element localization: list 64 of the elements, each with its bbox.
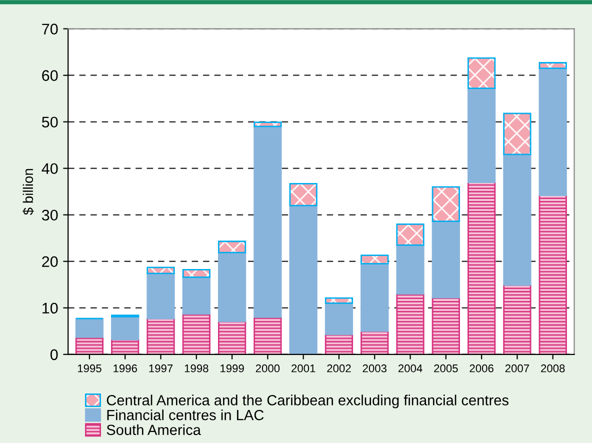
bar bbox=[75, 318, 104, 338]
bar bbox=[396, 244, 424, 295]
bar bbox=[254, 122, 282, 128]
bar bbox=[218, 320, 246, 354]
bar bbox=[360, 330, 389, 354]
x-tick-label: 2004 bbox=[398, 364, 422, 372]
x-tick-label: 2001 bbox=[292, 364, 316, 372]
x-tick-label: 1996 bbox=[114, 364, 137, 372]
y-tick-label: 0 bbox=[50, 349, 58, 360]
y-tick-label: 20 bbox=[42, 256, 58, 268]
bar bbox=[324, 297, 354, 304]
bar bbox=[146, 272, 175, 320]
y-tick-label: 50 bbox=[42, 116, 58, 128]
bar bbox=[432, 220, 460, 298]
bar bbox=[538, 62, 567, 70]
y-tick-label: 10 bbox=[42, 302, 58, 314]
bar bbox=[360, 263, 389, 332]
bar bbox=[111, 338, 140, 354]
y-tick-label: 70 bbox=[42, 24, 58, 34]
bar bbox=[218, 252, 246, 322]
bar bbox=[182, 269, 210, 278]
legend-label: South America bbox=[106, 424, 201, 436]
bar bbox=[289, 204, 318, 354]
y-axis-title: $ billion bbox=[22, 168, 34, 215]
x-tick-label: 2007 bbox=[505, 364, 530, 372]
bar bbox=[538, 194, 567, 354]
bar bbox=[218, 240, 246, 254]
bar bbox=[254, 126, 282, 318]
legend-label: Financial centres in LAC bbox=[107, 410, 264, 420]
bar bbox=[503, 112, 532, 156]
bar bbox=[468, 88, 496, 183]
bar bbox=[182, 276, 210, 315]
y-tick-label: 30 bbox=[42, 210, 58, 221]
bar bbox=[432, 296, 460, 354]
y-tick-label: 40 bbox=[42, 163, 58, 174]
x-tick-label: 2006 bbox=[470, 364, 494, 372]
bar bbox=[503, 154, 532, 286]
x-tick-label: 2000 bbox=[256, 364, 280, 372]
y-tick-label: 60 bbox=[42, 70, 58, 81]
bar bbox=[360, 254, 389, 264]
x-tick-label: 2003 bbox=[362, 364, 386, 372]
legend-label: Central America and the Caribbean excluding financial centres bbox=[106, 394, 508, 408]
bar bbox=[146, 318, 175, 354]
bar bbox=[396, 293, 424, 354]
bar bbox=[146, 266, 175, 274]
bar bbox=[468, 57, 496, 90]
bar bbox=[468, 182, 496, 354]
x-tick-label: 1998 bbox=[184, 364, 208, 372]
bar bbox=[111, 316, 140, 340]
bar bbox=[289, 182, 318, 206]
bar bbox=[538, 68, 567, 196]
bar bbox=[254, 316, 282, 354]
bar bbox=[432, 186, 460, 222]
bar bbox=[324, 334, 354, 354]
x-tick-label: 1995 bbox=[78, 364, 102, 372]
bar bbox=[182, 313, 210, 354]
bar bbox=[503, 284, 532, 354]
bar bbox=[396, 223, 424, 246]
bar bbox=[324, 302, 354, 336]
x-tick-label: 1999 bbox=[220, 364, 244, 372]
x-tick-label: 1997 bbox=[149, 364, 173, 372]
x-tick-label: 2005 bbox=[434, 364, 458, 372]
x-tick-label: 2008 bbox=[541, 364, 565, 372]
x-tick-label: 2002 bbox=[327, 364, 351, 372]
